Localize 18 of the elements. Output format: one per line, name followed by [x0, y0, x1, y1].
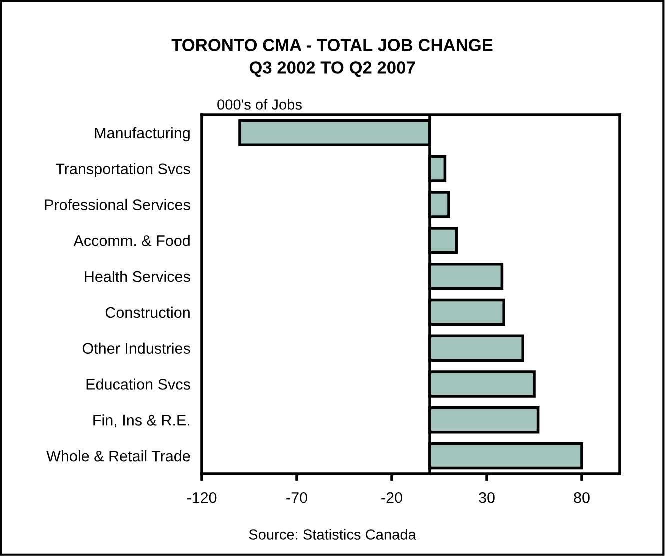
- x-tick-label: -20: [382, 492, 402, 504]
- y-tick-label: Other Industries: [82, 342, 190, 354]
- chart-title: TORONTO CMA - TOTAL JOB CHANGE Q3 2002 TO Q2 2007: [172, 39, 493, 78]
- y-tick-label: Professional Services: [45, 199, 190, 210]
- y-tick-label: Construction: [106, 306, 190, 318]
- x-tick-label: 30: [479, 492, 495, 504]
- y-tick-label: Fin, Ins & R.E.: [94, 414, 190, 428]
- y-tick-label: Health Services: [85, 271, 190, 282]
- y-tick-label: Whole & Retail Trade: [46, 450, 190, 462]
- text: 000's of Jobs: [218, 99, 302, 110]
- y-tick-label: Transportation Svcs: [56, 163, 190, 178]
- x-tick-label: 80: [574, 492, 590, 504]
- y-tick-label: Manufacturing: [95, 127, 190, 142]
- y-tick-label: Education Svcs: [86, 378, 190, 390]
- x-tick-label: -120: [187, 492, 217, 504]
- x-tick-label: -70: [286, 492, 308, 504]
- y-tick-label: Accomm. & Food: [74, 235, 190, 246]
- source-note: Source: Statistics Canada: [249, 529, 416, 540]
